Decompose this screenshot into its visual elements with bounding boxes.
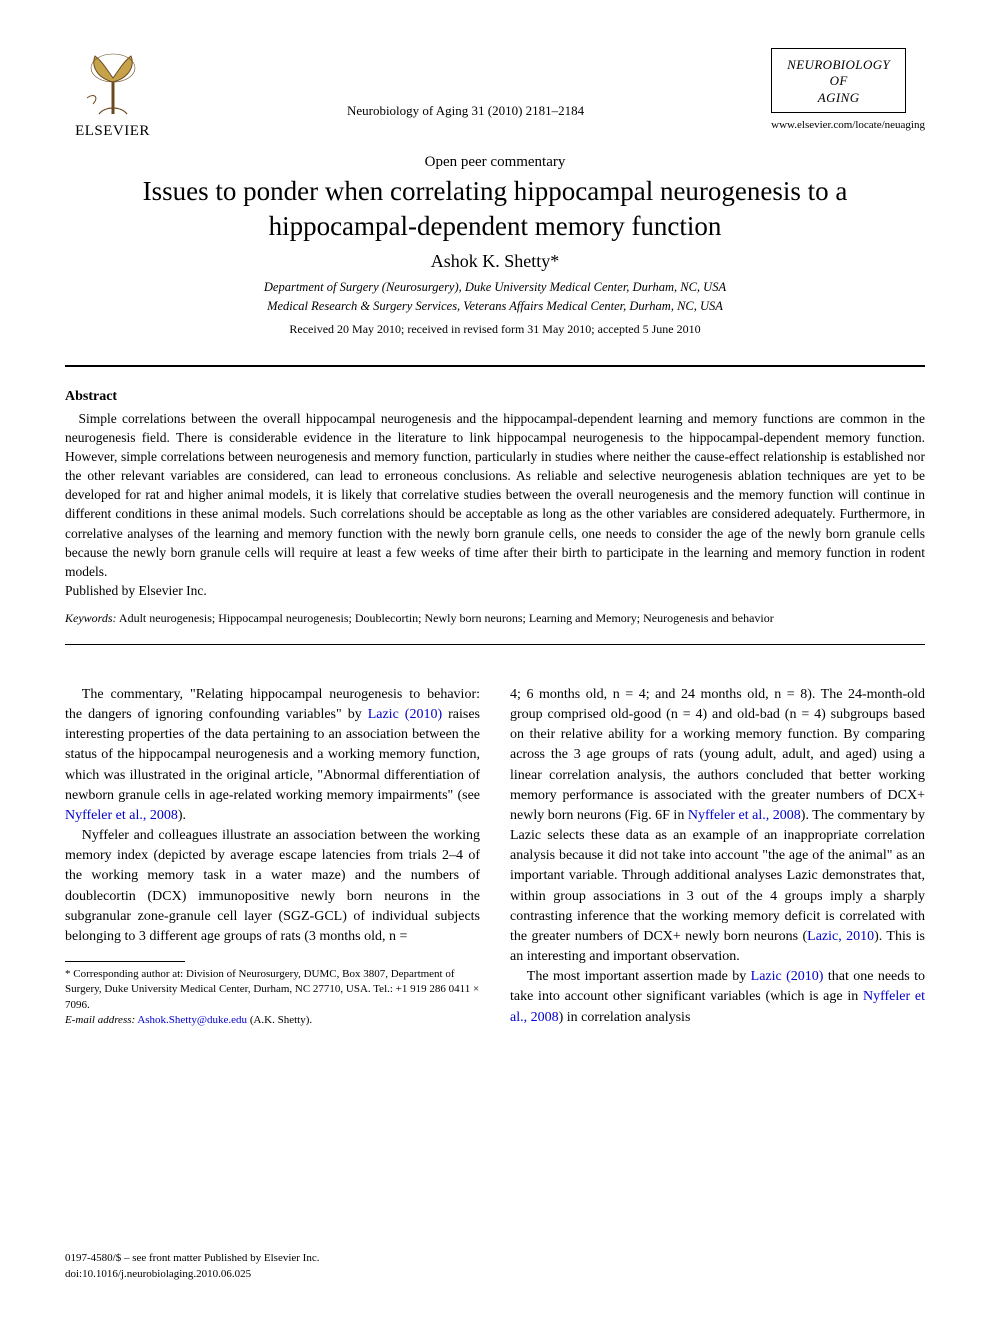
citation-link-lazic[interactable]: Lazic (2010) bbox=[368, 707, 442, 722]
text-span: The most important assertion made by bbox=[527, 969, 751, 984]
right-para-1: 4; 6 months old, n = 4; and 24 months ol… bbox=[510, 685, 925, 967]
abstract-heading: Abstract bbox=[65, 389, 925, 405]
affiliation-1: Department of Surgery (Neurosurgery), Du… bbox=[65, 278, 925, 297]
citation-link-lazic-2[interactable]: Lazic, 2010 bbox=[807, 929, 874, 944]
keywords-list: Adult neurogenesis; Hippocampal neurogen… bbox=[119, 611, 774, 625]
journal-title-box: NEUROBIOLOGY OF AGING bbox=[771, 48, 906, 113]
body-columns: The commentary, "Relating hippocampal ne… bbox=[65, 685, 925, 1029]
journal-name-line1: NEUROBIOLOGY bbox=[778, 57, 899, 73]
text-span: ). The commentary by Lazic selects these… bbox=[510, 808, 925, 944]
journal-url[interactable]: www.elsevier.com/locate/neuaging bbox=[771, 119, 925, 131]
email-label: E-mail address: bbox=[65, 1014, 135, 1026]
left-para-2: Nyffeler and colleagues illustrate an as… bbox=[65, 826, 480, 947]
citation-link-lazic-3[interactable]: Lazic (2010) bbox=[751, 969, 824, 984]
publisher-logo: ELSEVIER bbox=[65, 48, 160, 140]
journal-box-wrapper: NEUROBIOLOGY OF AGING www.elsevier.com/l… bbox=[771, 48, 925, 131]
citation-link-nyffeler[interactable]: Nyffeler et al., 2008 bbox=[65, 808, 178, 823]
article-dates: Received 20 May 2010; received in revise… bbox=[65, 322, 925, 337]
doi-line: doi:10.1016/j.neurobiolaging.2010.06.025 bbox=[65, 1267, 319, 1282]
text-span: 4; 6 months old, n = 4; and 24 months ol… bbox=[510, 687, 925, 823]
elsevier-tree-icon bbox=[77, 48, 149, 120]
right-para-2: The most important assertion made by Laz… bbox=[510, 967, 925, 1027]
publisher-name: ELSEVIER bbox=[75, 123, 150, 140]
article-type: Open peer commentary bbox=[65, 154, 925, 171]
corresponding-email-line: E-mail address: Ashok.Shetty@duke.edu (A… bbox=[65, 1013, 480, 1028]
rule-bottom bbox=[65, 644, 925, 645]
left-para-1: The commentary, "Relating hippocampal ne… bbox=[65, 685, 480, 826]
text-span: Nyffeler and colleagues illustrate an as… bbox=[65, 828, 480, 944]
email-link[interactable]: Ashok.Shetty@duke.edu bbox=[137, 1014, 247, 1026]
issn-line: 0197-4580/$ – see front matter Published… bbox=[65, 1251, 319, 1266]
journal-name-line2: OF bbox=[778, 73, 899, 89]
keywords-label: Keywords: bbox=[65, 611, 117, 625]
citation-link-nyffeler-2[interactable]: Nyffeler et al., 2008 bbox=[688, 808, 801, 823]
corresponding-author: * Corresponding author at: Division of N… bbox=[65, 967, 480, 1013]
text-span: ). bbox=[178, 808, 186, 823]
article-title: Issues to ponder when correlating hippoc… bbox=[95, 174, 895, 243]
header-row: ELSEVIER Neurobiology of Aging 31 (2010)… bbox=[65, 48, 925, 140]
email-suffix: (A.K. Shetty). bbox=[250, 1014, 312, 1026]
text-span: ) in correlation analysis bbox=[559, 1010, 691, 1025]
citation-line: Neurobiology of Aging 31 (2010) 2181–218… bbox=[160, 48, 771, 120]
journal-citation: Neurobiology of Aging 31 (2010) 2181–218… bbox=[347, 103, 584, 118]
journal-name-line3: AGING bbox=[778, 90, 899, 106]
footnote-rule bbox=[65, 961, 185, 962]
abstract-body: Simple correlations between the overall … bbox=[65, 409, 925, 581]
abstract-section: Abstract Simple correlations between the… bbox=[65, 389, 925, 626]
page-footer: 0197-4580/$ – see front matter Published… bbox=[65, 1251, 319, 1282]
publisher-line: Published by Elsevier Inc. bbox=[65, 583, 925, 599]
affiliation-2: Medical Research & Surgery Services, Vet… bbox=[65, 297, 925, 316]
keywords-line: Keywords: Adult neurogenesis; Hippocampa… bbox=[65, 611, 925, 626]
author-name: Ashok K. Shetty* bbox=[65, 251, 925, 272]
right-column: 4; 6 months old, n = 4; and 24 months ol… bbox=[510, 685, 925, 1029]
rule-top bbox=[65, 365, 925, 367]
left-column: The commentary, "Relating hippocampal ne… bbox=[65, 685, 480, 1029]
